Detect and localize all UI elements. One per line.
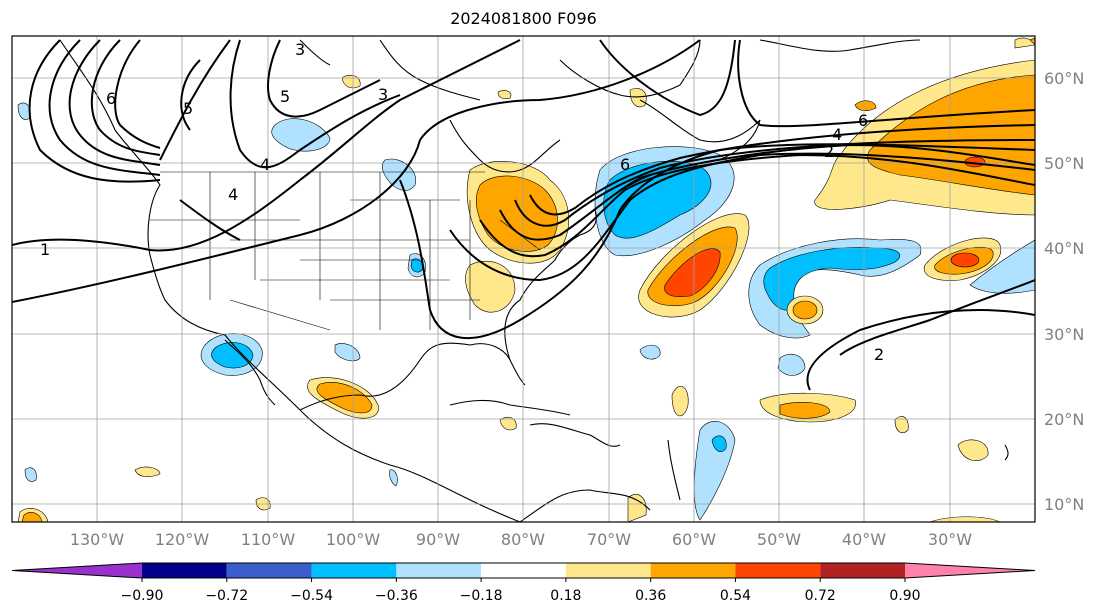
colorbar-tick-label: −0.36 <box>375 588 418 604</box>
colorbar-segment <box>735 563 821 578</box>
lat-label: 40°N <box>1044 239 1084 258</box>
colorbar-segment <box>226 563 312 578</box>
colorbar-tick-label: −0.54 <box>290 588 333 604</box>
colorbar-tick-label: 0.18 <box>550 588 581 604</box>
map-frame <box>11 35 1036 523</box>
colorbar-segment <box>12 563 142 578</box>
contour-label: 5 <box>280 87 290 106</box>
lat-label: 60°N <box>1044 69 1084 88</box>
colorbar-tick-label: 0.54 <box>720 588 751 604</box>
colorbar-tick-label: −0.18 <box>460 588 503 604</box>
contour-label: 5 <box>183 99 193 118</box>
colorbar-tick-label: −0.72 <box>205 588 248 604</box>
contour-label: 3 <box>295 40 305 59</box>
contour-label: 4 <box>832 125 842 144</box>
colorbar-segment <box>396 563 482 578</box>
contour-label: 4 <box>260 155 270 174</box>
lon-label: 50°W <box>757 530 801 549</box>
lat-label: 20°N <box>1044 410 1084 429</box>
lat-label: 10°N <box>1044 495 1084 514</box>
colorbar-tick-label: 0.72 <box>805 588 836 604</box>
contour-label: 6 <box>858 111 868 130</box>
colorbar-tick-label: −0.90 <box>121 588 164 604</box>
lon-label: 90°W <box>416 530 460 549</box>
colorbar-segment <box>481 563 566 578</box>
map-title: 2024081800 F096 <box>450 9 597 28</box>
contour-lines <box>12 39 1035 391</box>
lon-label: 100°W <box>326 530 381 549</box>
latitude-labels: 60°N 50°N 40°N 30°N 20°N 10°N <box>1044 69 1084 514</box>
contour-label: 6 <box>106 89 116 108</box>
lon-label: 130°W <box>70 530 125 549</box>
colorbar-tick-label: 0.90 <box>889 588 920 604</box>
colorbar-segment <box>311 563 397 578</box>
lon-label: 70°W <box>587 530 631 549</box>
shaded-field <box>17 37 1035 522</box>
longitude-labels: 130°W 120°W 110°W 100°W 90°W 80°W 70°W 6… <box>70 530 972 549</box>
lon-label: 110°W <box>241 530 296 549</box>
colorbar-segment <box>565 563 651 578</box>
colorbar-segment <box>820 563 905 578</box>
lon-label: 120°W <box>155 530 210 549</box>
colorbar-segment <box>650 563 736 578</box>
lon-label: 30°W <box>928 530 972 549</box>
colorbar-segment <box>142 563 227 578</box>
contour-label: 4 <box>228 185 238 204</box>
colorbar-segment <box>905 563 1035 578</box>
lon-label: 80°W <box>501 530 545 549</box>
contour-label: 6 <box>620 155 630 174</box>
colorbar-tick-label: 0.36 <box>635 588 666 604</box>
lon-label: 40°W <box>842 530 886 549</box>
contour-label: 2 <box>874 345 884 364</box>
contour-label: 2 <box>824 142 834 161</box>
coastlines <box>59 39 1009 522</box>
contour-label-group: 1 2 3 3 4 4 4 5 5 6 6 6 2 <box>40 40 884 364</box>
state-borders <box>150 171 541 331</box>
lat-label: 30°N <box>1044 325 1084 344</box>
lon-label: 60°W <box>672 530 716 549</box>
lat-label: 50°N <box>1044 154 1084 173</box>
colorbar: −0.90 −0.72 −0.54 −0.36 −0.18 0.18 0.36 0.54 0.7… <box>11 562 1036 604</box>
contour-label: 1 <box>40 240 50 259</box>
contour-label: 3 <box>378 85 388 104</box>
